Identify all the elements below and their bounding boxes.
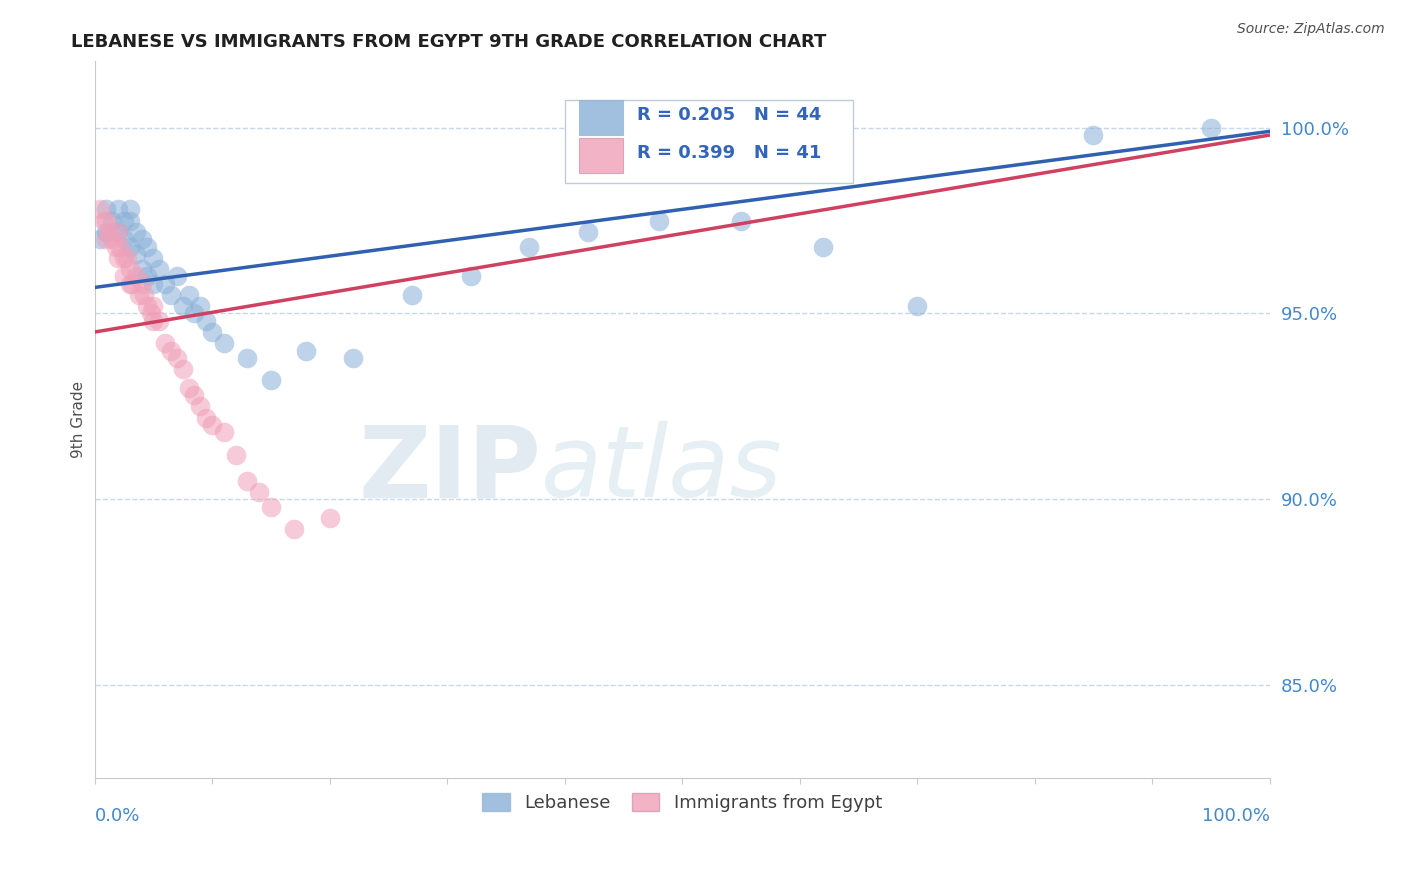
Bar [579, 101, 623, 135]
Text: ZIP: ZIP [359, 421, 541, 518]
Point [97, 225, 120, 239]
Point [1083, 128, 1105, 142]
Point [212, 336, 235, 351]
Point [96, 213, 118, 227]
Point [236, 474, 259, 488]
Text: 0.0%: 0.0% [94, 806, 141, 825]
Point [225, 448, 247, 462]
Point [121, 277, 143, 291]
Point [136, 299, 159, 313]
Point [166, 269, 188, 284]
Point [125, 247, 148, 261]
Point [212, 425, 235, 440]
Point [96, 202, 118, 217]
Y-axis label: 9th Grade: 9th Grade [72, 381, 86, 458]
Point [132, 288, 155, 302]
Point [107, 225, 129, 239]
Point [136, 269, 159, 284]
Point [125, 225, 148, 239]
Point [172, 362, 194, 376]
Point [177, 381, 200, 395]
Point [96, 232, 118, 246]
Point [153, 277, 176, 291]
Point [195, 314, 218, 328]
Point [117, 251, 139, 265]
Point [112, 213, 135, 227]
Point [177, 288, 200, 302]
Point [125, 269, 148, 284]
Point [107, 202, 129, 217]
Point [110, 239, 132, 253]
Point [148, 314, 170, 328]
Point [260, 373, 283, 387]
Point [112, 232, 135, 246]
Point [188, 299, 211, 313]
Point [401, 288, 423, 302]
Point [905, 299, 928, 313]
Point [101, 232, 124, 246]
Point [89, 202, 111, 217]
Point [93, 213, 115, 227]
Point [142, 299, 165, 313]
Text: 100.0%: 100.0% [1202, 806, 1270, 825]
Point [236, 351, 259, 365]
Text: R = 0.205   N = 44: R = 0.205 N = 44 [637, 106, 823, 124]
Point [112, 251, 135, 265]
Text: Source: ZipAtlas.com: Source: ZipAtlas.com [1237, 22, 1385, 37]
Point [142, 314, 165, 328]
Point [112, 269, 135, 284]
Point [136, 239, 159, 253]
Point [647, 213, 669, 227]
Point [128, 288, 150, 302]
Point [107, 251, 129, 265]
Point [183, 306, 205, 320]
Point [118, 261, 141, 276]
Point [118, 213, 141, 227]
Point [131, 261, 153, 276]
Point [1199, 120, 1222, 135]
Point [318, 511, 340, 525]
Point [166, 351, 188, 365]
Point [188, 400, 211, 414]
Point [283, 522, 305, 536]
Legend: Lebanese, Immigrants from Egypt: Lebanese, Immigrants from Egypt [475, 785, 889, 819]
Text: LEBANESE VS IMMIGRANTS FROM EGYPT 9TH GRADE CORRELATION CHART: LEBANESE VS IMMIGRANTS FROM EGYPT 9TH GR… [72, 33, 827, 51]
Point [519, 239, 541, 253]
Point [247, 484, 270, 499]
Point [139, 306, 162, 320]
Point [148, 261, 170, 276]
Point [576, 225, 599, 239]
Point [730, 213, 752, 227]
Point [160, 288, 183, 302]
Point [201, 417, 224, 432]
Point [172, 299, 194, 313]
Point [96, 225, 118, 239]
Point [142, 251, 165, 265]
Point [104, 239, 127, 253]
Point [295, 343, 318, 358]
FancyBboxPatch shape [565, 100, 852, 183]
Bar [579, 138, 623, 173]
Point [142, 277, 165, 291]
Point [131, 232, 153, 246]
Point [183, 388, 205, 402]
Point [118, 202, 141, 217]
Point [131, 277, 153, 291]
Text: atlas: atlas [541, 421, 783, 518]
Point [201, 325, 224, 339]
Text: R = 0.399   N = 41: R = 0.399 N = 41 [637, 144, 823, 162]
Point [89, 232, 111, 246]
Point [260, 500, 283, 514]
Point [107, 225, 129, 239]
Point [118, 277, 141, 291]
Point [342, 351, 364, 365]
Point [153, 336, 176, 351]
Point [460, 269, 482, 284]
Point [160, 343, 183, 358]
Point [195, 410, 218, 425]
Point [118, 239, 141, 253]
Point [811, 239, 834, 253]
Point [101, 213, 124, 227]
